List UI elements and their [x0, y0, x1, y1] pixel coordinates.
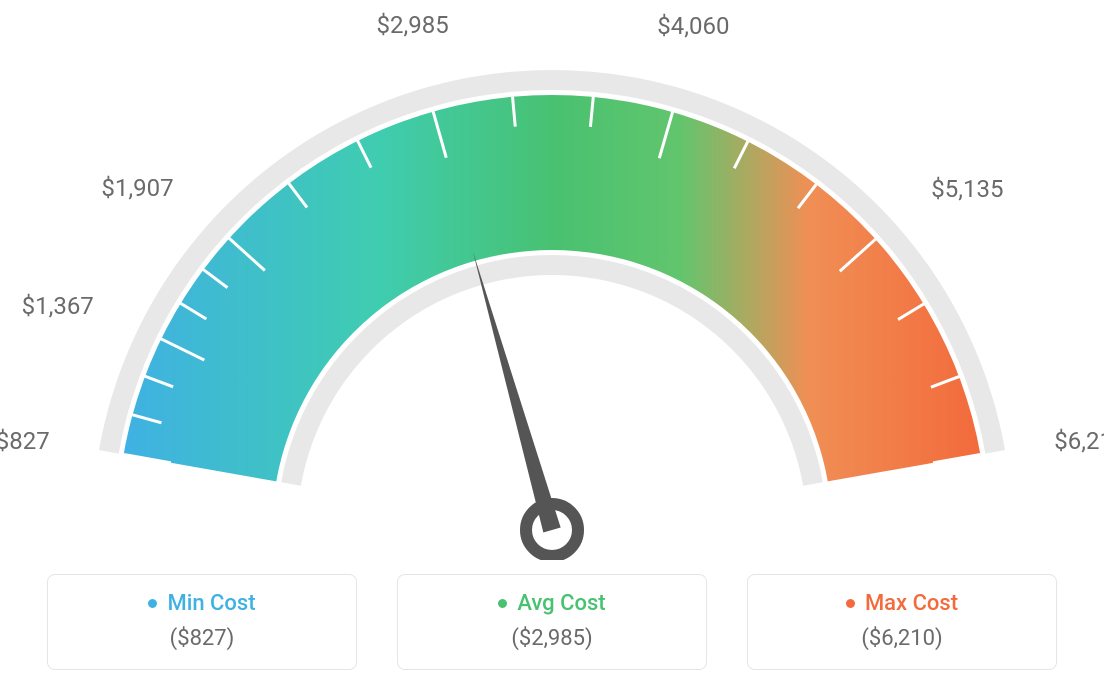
legend-card-max: Max Cost ($6,210) — [747, 574, 1057, 670]
legend-card-min: Min Cost ($827) — [47, 574, 357, 670]
legend-value-avg: ($2,985) — [418, 626, 686, 651]
legend-title-max: Max Cost — [846, 591, 958, 616]
gauge-tick-label: $827 — [0, 427, 50, 455]
gauge-tick-label: $4,060 — [657, 12, 729, 40]
gauge-tick-label: $6,210 — [1054, 427, 1104, 455]
gauge-tick-label: $1,907 — [101, 174, 173, 202]
legend-value-max: ($6,210) — [768, 626, 1036, 651]
gauge-tick-label: $1,367 — [22, 292, 94, 320]
legend-title-avg: Avg Cost — [498, 591, 605, 616]
legend-title-min: Min Cost — [148, 591, 255, 616]
gauge-chart: $827 $1,367 $1,907 $2,985 $4,060 $5,135 $6,210 — [0, 0, 1104, 560]
cost-gauge-widget: $827 $1,367 $1,907 $2,985 $4,060 $5,135 $6,210… — [0, 0, 1104, 690]
legend-row: Min Cost ($827) Avg Cost ($2,985) Max Co… — [0, 574, 1104, 670]
gauge-tick-label: $5,135 — [931, 175, 1003, 203]
legend-card-avg: Avg Cost ($2,985) — [397, 574, 707, 670]
gauge-svg — [0, 0, 1104, 560]
gauge-tick-label: $2,985 — [377, 11, 449, 39]
legend-value-min: ($827) — [68, 626, 336, 651]
